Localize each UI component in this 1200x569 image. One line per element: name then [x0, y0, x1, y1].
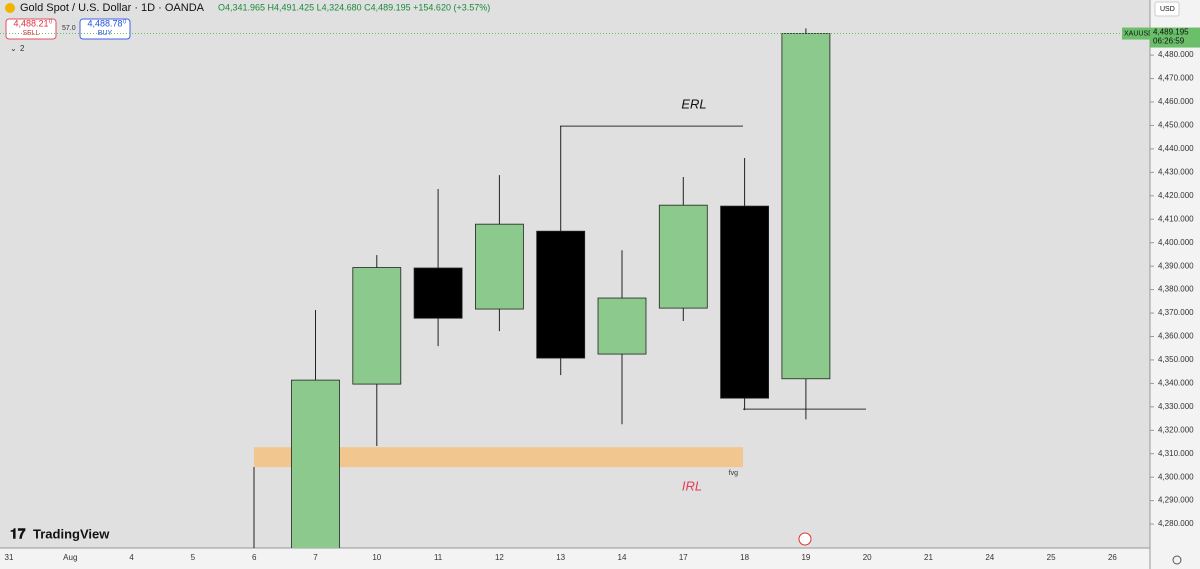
- y-tick-label: 4,380.000: [1158, 285, 1194, 294]
- buy-price: 4,488.78: [87, 18, 122, 28]
- x-tick-label: 5: [191, 553, 196, 562]
- y-tick-label: 4,460.000: [1158, 97, 1194, 106]
- y-tick-label: 4,400.000: [1158, 238, 1194, 247]
- sell-price: 4,488.21: [13, 18, 48, 28]
- plot: [254, 28, 866, 548]
- x-tick-label: Aug: [63, 553, 77, 562]
- x-tick-label: 26: [1108, 553, 1117, 562]
- candle-body: [352, 267, 402, 385]
- x-tick-label: 19: [801, 553, 810, 562]
- x-tick-label: 24: [985, 553, 994, 562]
- x-tick-label: 6: [252, 553, 257, 562]
- y-tick-label: 4,290.000: [1158, 496, 1194, 505]
- y-tick-label: 4,360.000: [1158, 332, 1194, 341]
- price-tag-label: 4,489.195: [1153, 28, 1189, 37]
- candle-body: [720, 205, 769, 399]
- candle-body: [781, 33, 831, 380]
- x-tick-label: 14: [618, 553, 627, 562]
- y-tick-label: 4,470.000: [1158, 74, 1194, 83]
- sell-label: SELL: [22, 30, 39, 37]
- x-tick-label: 17: [679, 553, 688, 562]
- y-tick-label: 4,310.000: [1158, 449, 1194, 458]
- symbol-icon: [5, 3, 15, 13]
- price-axis: [1150, 0, 1200, 569]
- x-tick-label: 11: [434, 553, 443, 562]
- candle-body: [597, 297, 647, 355]
- candle-body: [413, 267, 463, 319]
- price-tag: [1150, 27, 1200, 48]
- x-tick-label: 12: [495, 553, 504, 562]
- y-tick-label: 4,340.000: [1158, 378, 1194, 387]
- spread: 57.0: [62, 25, 76, 32]
- y-tick-label: 4,300.000: [1158, 472, 1194, 481]
- candle-body: [536, 230, 586, 359]
- brand: TradingView: [33, 526, 110, 541]
- y-tick-label: 4,480.000: [1158, 50, 1194, 59]
- indicator-toggle[interactable]: ⌄: [10, 44, 17, 53]
- indicator-count: 2: [20, 44, 25, 53]
- y-tick-label: 4,330.000: [1158, 402, 1194, 411]
- x-tick-label: 10: [372, 553, 381, 562]
- zone-label: fvg: [729, 470, 738, 477]
- chart-title: Gold Spot / U.S. Dollar · 1D · OANDA: [20, 2, 205, 14]
- y-tick-label: 4,450.000: [1158, 121, 1194, 130]
- currency-button[interactable]: [1154, 1, 1180, 17]
- fvg-zone: [254, 447, 743, 468]
- symbol-tag: [1122, 27, 1150, 40]
- y-tick-label: 4,410.000: [1158, 214, 1194, 223]
- x-tick-label: 13: [556, 553, 565, 562]
- y-tick-label: 4,370.000: [1158, 308, 1194, 317]
- x-tick-label: 21: [924, 553, 933, 562]
- y-tick-label: 4,420.000: [1158, 191, 1194, 200]
- candle-body: [474, 223, 524, 310]
- y-tick-label: 4,390.000: [1158, 261, 1194, 270]
- y-tick-label: 4,430.000: [1158, 167, 1194, 176]
- time-axis: [0, 548, 1150, 569]
- x-tick-label: 7: [313, 553, 318, 562]
- candle-body: [658, 204, 708, 309]
- x-tick-label: 25: [1047, 553, 1056, 562]
- ohlc: O4,341.965 H4,491.425 L4,324.680 C4,489.…: [218, 2, 490, 12]
- x-tick-label: 18: [740, 553, 749, 562]
- candle-body: [291, 379, 340, 548]
- x-tick-label: 31: [5, 553, 14, 562]
- event-icon: [798, 532, 812, 546]
- logo-mark: 𝟏𝟕: [10, 526, 26, 542]
- y-tick-label: 4,350.000: [1158, 355, 1194, 364]
- settings-icon[interactable]: [1172, 555, 1182, 565]
- y-tick-label: 4,440.000: [1158, 144, 1194, 153]
- x-tick-label: 4: [129, 553, 134, 562]
- y-tick-label: 4,280.000: [1158, 519, 1194, 528]
- currency: USD: [1160, 6, 1175, 13]
- x-tick-label: 20: [863, 553, 872, 562]
- level-label: ERL: [681, 97, 706, 112]
- buy-sup: 0: [123, 20, 127, 26]
- symbol-tag-label: XAUUSD: [1124, 30, 1153, 37]
- countdown: 06:26:59: [1153, 37, 1185, 46]
- sell-sup: 0: [49, 20, 53, 26]
- zone-note: IRL: [682, 479, 702, 494]
- y-tick-label: 4,320.000: [1158, 425, 1194, 434]
